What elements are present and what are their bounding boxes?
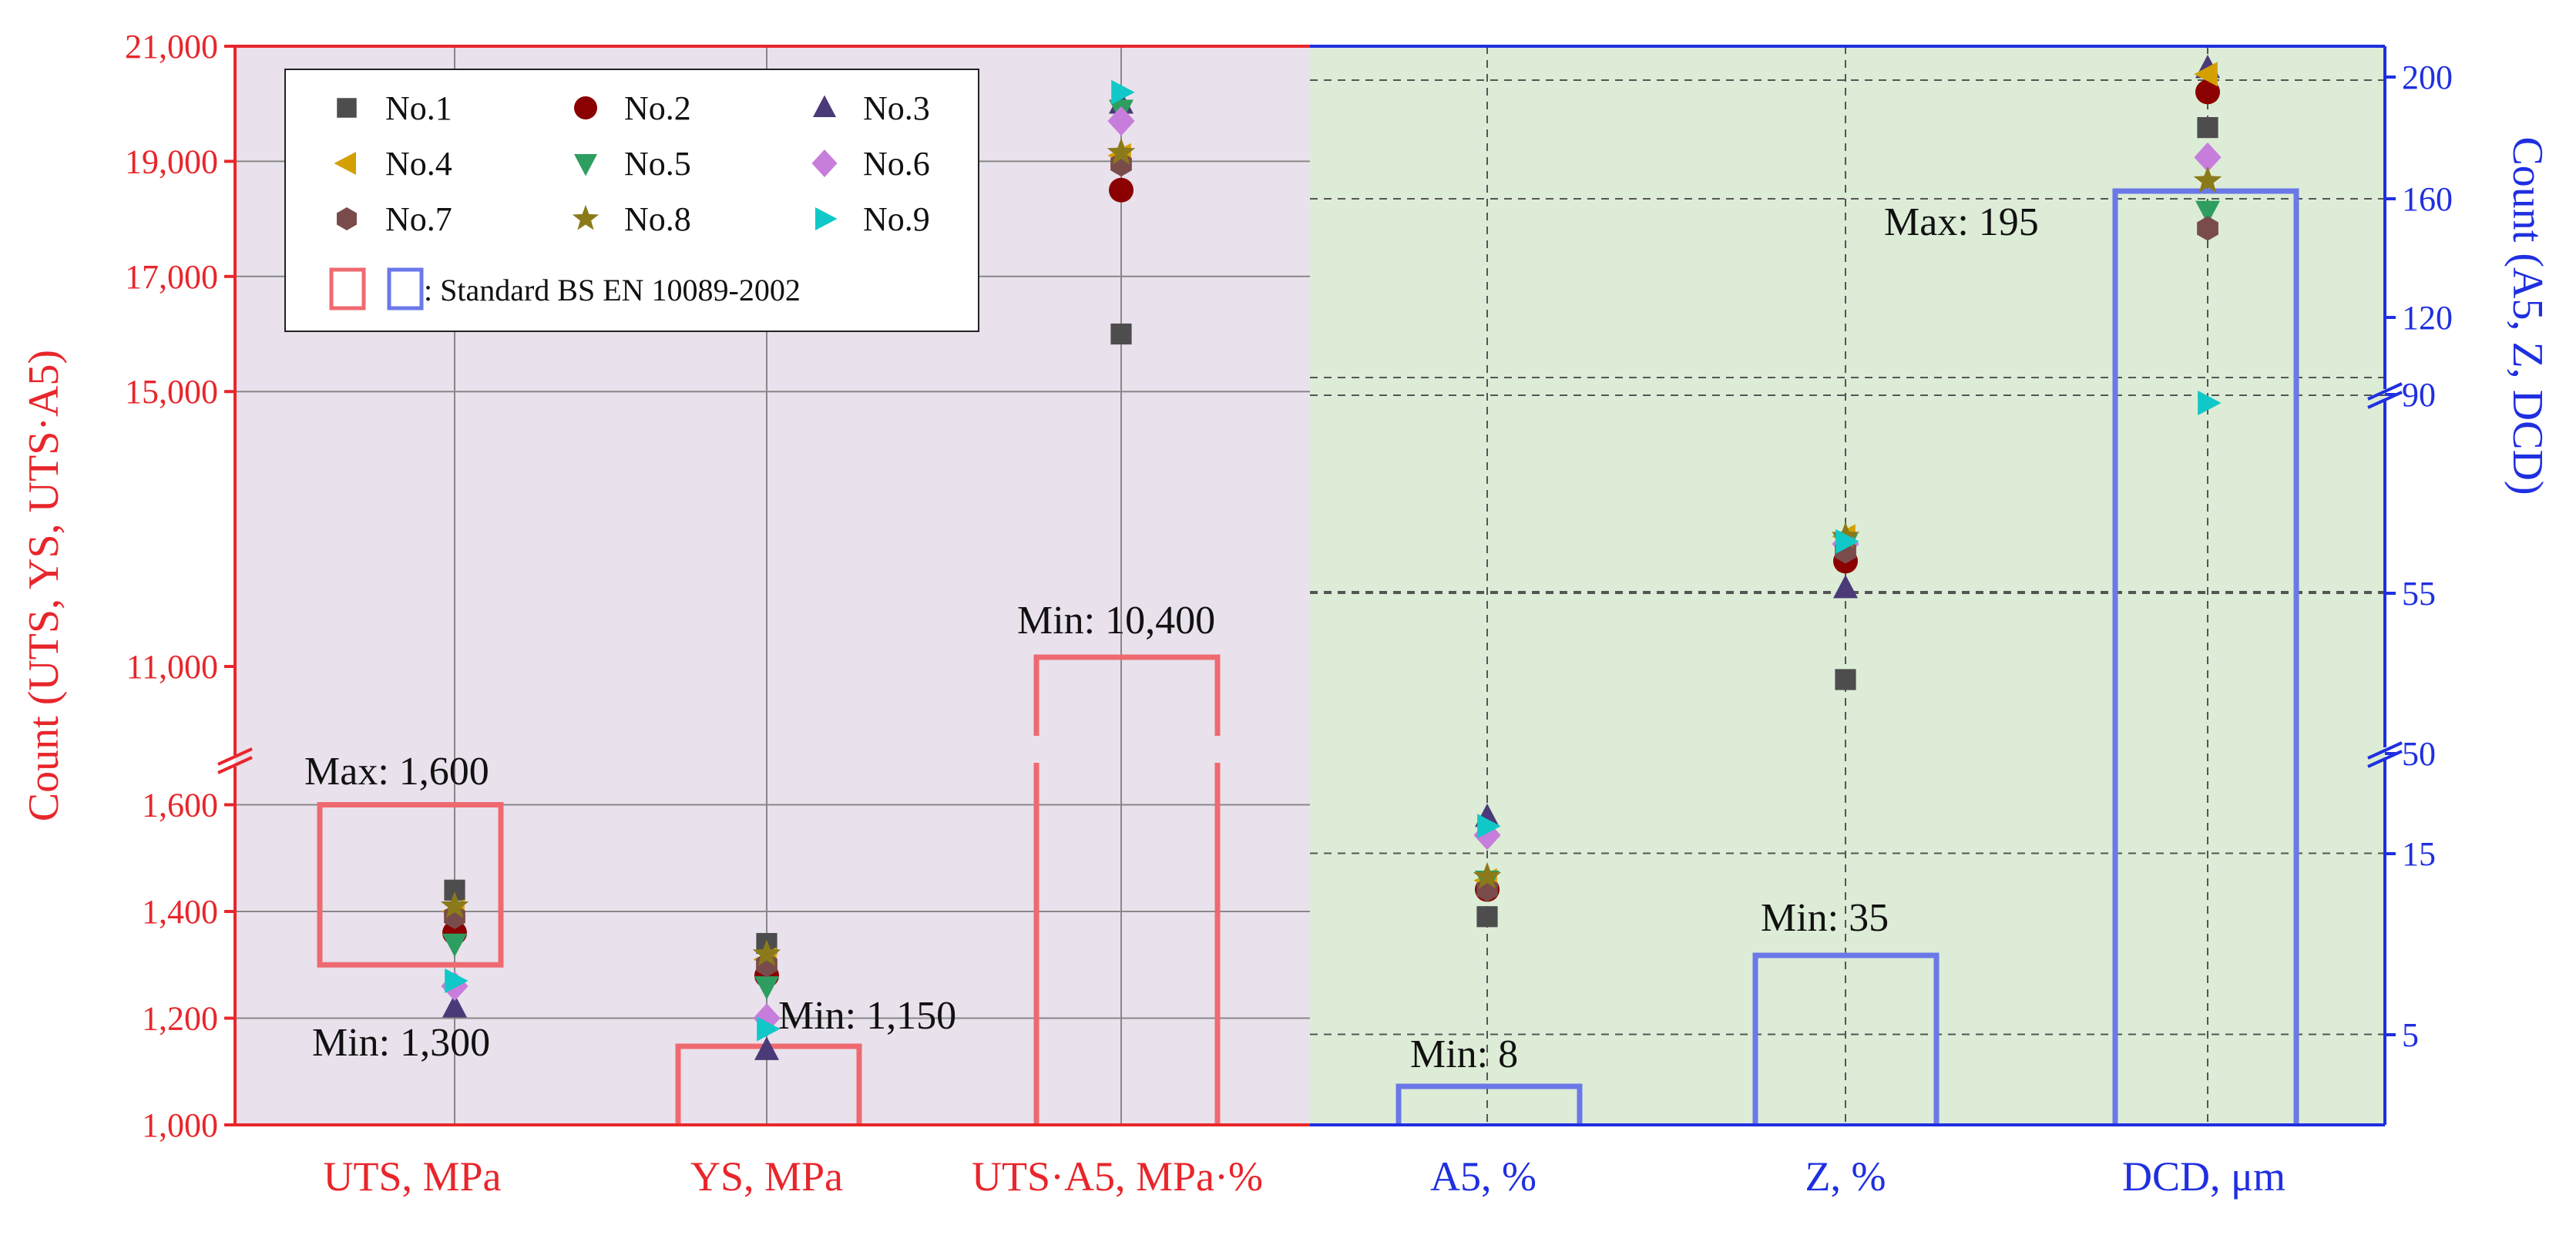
category-label-uts: UTS, MPa	[323, 1153, 501, 1200]
right-tick-label: 15	[2402, 835, 2436, 873]
legend-frame	[284, 69, 979, 332]
legend: No.1 No.2 No.3 No.4 No.5 No.6 No.7 No.8 No.9 : S…	[284, 69, 979, 332]
legend-marker-no4	[334, 152, 356, 175]
marker-no9-ys	[757, 1016, 781, 1042]
dcd-standard-box	[2112, 188, 2299, 1125]
marker-no8-utsa5	[1107, 137, 1136, 165]
legend-label-no7: No.7	[385, 200, 452, 238]
legend-label-no5: No.5	[624, 145, 691, 183]
marker-no8-dcd	[2193, 166, 2222, 193]
legend-marker-no9	[815, 207, 838, 230]
marker-no3-uts	[442, 994, 467, 1018]
legend-label-no1: No.1	[385, 89, 452, 127]
marker-no2-dcd	[2195, 79, 2220, 105]
left-axis-break-mark	[217, 756, 253, 774]
category-label-a5: A5, %	[1430, 1153, 1537, 1200]
marker-no9-dcd	[2198, 391, 2222, 415]
z-standard-box	[1752, 952, 1940, 1125]
right-tick-label: 120	[2402, 299, 2453, 337]
legend-marker-no3	[813, 95, 836, 117]
z-min-annotation: Min: 35	[1761, 896, 1889, 940]
legend-standard-red-swatch	[329, 267, 366, 310]
right-tick-label: 200	[2402, 59, 2453, 96]
left-axis-break-mark	[217, 747, 253, 766]
left-tick-label: 19,000	[125, 143, 218, 180]
marker-no5-ys	[754, 976, 779, 1000]
marker-no6-dcd	[2194, 142, 2222, 173]
marker-no3-z	[1833, 575, 1858, 599]
marker-no1-utsa5	[1110, 323, 1132, 345]
left-tick-label: 15,000	[125, 373, 218, 411]
marker-no1-a5	[1476, 906, 1498, 928]
marker-no3-ys	[754, 1036, 779, 1060]
marker-no8-a5	[1473, 861, 1502, 889]
left-tick-label: 11,000	[126, 648, 218, 686]
marker-no4-dcd	[2194, 62, 2218, 87]
marker-no9-utsa5	[1111, 79, 1135, 105]
category-label-z: Z, %	[1805, 1153, 1886, 1200]
legend-marker-no7	[337, 207, 357, 230]
utsa5-box-upper	[1033, 654, 1221, 736]
a5-min-annotation: Min: 8	[1410, 1032, 1518, 1076]
legend-marker-no2	[574, 96, 597, 119]
uts-min-annotation: Min: 1,300	[312, 1021, 490, 1065]
right-axis-break-mark	[2367, 391, 2403, 409]
uts-standard-box	[317, 802, 504, 968]
marker-no9-uts	[445, 968, 469, 994]
right-axis-break-mark	[2367, 750, 2403, 768]
left-tick-label: 21,000	[125, 28, 218, 65]
left-tick-label: 1,600	[142, 787, 218, 824]
right-tick-label: 160	[2402, 180, 2453, 218]
axes	[217, 45, 2403, 1126]
standard-boxes	[317, 188, 2299, 1125]
legend-standard-label: : Standard BS EN 10089-2002	[424, 273, 801, 307]
left-tick-label: 1,400	[142, 893, 218, 931]
right-axis-title: Count (A5, Z, DCD)	[2504, 136, 2551, 495]
marker-no6-a5	[1473, 820, 1501, 851]
category-label-utsa5: UTS·A5, MPa·%	[972, 1153, 1263, 1200]
legend-label-no4: No.4	[385, 145, 452, 183]
marker-no7-dcd	[2197, 216, 2218, 241]
category-label-dcd: DCD, μm	[2122, 1153, 2285, 1200]
uts-max-annotation: Max: 1,600	[304, 750, 489, 794]
legend-marker-no5	[574, 154, 597, 176]
right-axis-break-mark	[2367, 741, 2403, 760]
marker-no9-z	[1835, 529, 1859, 554]
legend-label-no8: No.8	[624, 200, 691, 238]
left-tick-label: 1,200	[142, 1000, 218, 1038]
left-tick-label: 1,000	[142, 1106, 218, 1144]
marker-no1-z	[1835, 669, 1856, 690]
dcd-max-annotation: Max: 195	[1884, 200, 2039, 244]
left-tick-label: 17,000	[125, 258, 218, 296]
marker-no5-uts	[442, 933, 467, 958]
legend-label-no9: No.9	[863, 200, 930, 238]
marker-no9-a5	[1477, 814, 1501, 839]
right-axis-break-mark	[2367, 382, 2403, 401]
legend-marker-no8	[572, 205, 599, 230]
legend-standard-blue-swatch	[387, 267, 424, 310]
marker-no6-utsa5	[1107, 106, 1135, 136]
legend-marker-no6	[811, 149, 838, 177]
right-tick-label: 55	[2402, 575, 2436, 613]
left-axis-title: Count (UTS, YS, UTS·A5)	[20, 350, 68, 821]
right-tick-label: 50	[2402, 735, 2436, 773]
right-tick-label: 5	[2402, 1016, 2419, 1054]
marker-no1-dcd	[2197, 117, 2218, 139]
legend-label-no2: No.2	[624, 89, 691, 127]
legend-marker-no1	[337, 98, 357, 118]
marker-no2-utsa5	[1109, 177, 1134, 203]
legend-label-no3: No.3	[863, 89, 930, 127]
marker-no5-dcd	[2195, 200, 2220, 224]
utsa5-min-annotation: Min: 10,400	[1017, 599, 1215, 643]
marker-no8-uts	[440, 891, 469, 918]
legend-label-no6: No.6	[863, 145, 930, 183]
axis-ticks: 1,000 1,200 1,400 1,600 11,000 15,000 17,000 19…	[125, 28, 2453, 1144]
ys-min-annotation: Min: 1,150	[778, 994, 956, 1038]
data-markers	[440, 55, 2222, 1060]
category-label-ys: YS, MPa	[690, 1153, 843, 1200]
a5-standard-box	[1395, 1083, 1583, 1125]
right-tick-label: 90	[2402, 376, 2436, 414]
marker-no8-ys	[752, 939, 781, 966]
